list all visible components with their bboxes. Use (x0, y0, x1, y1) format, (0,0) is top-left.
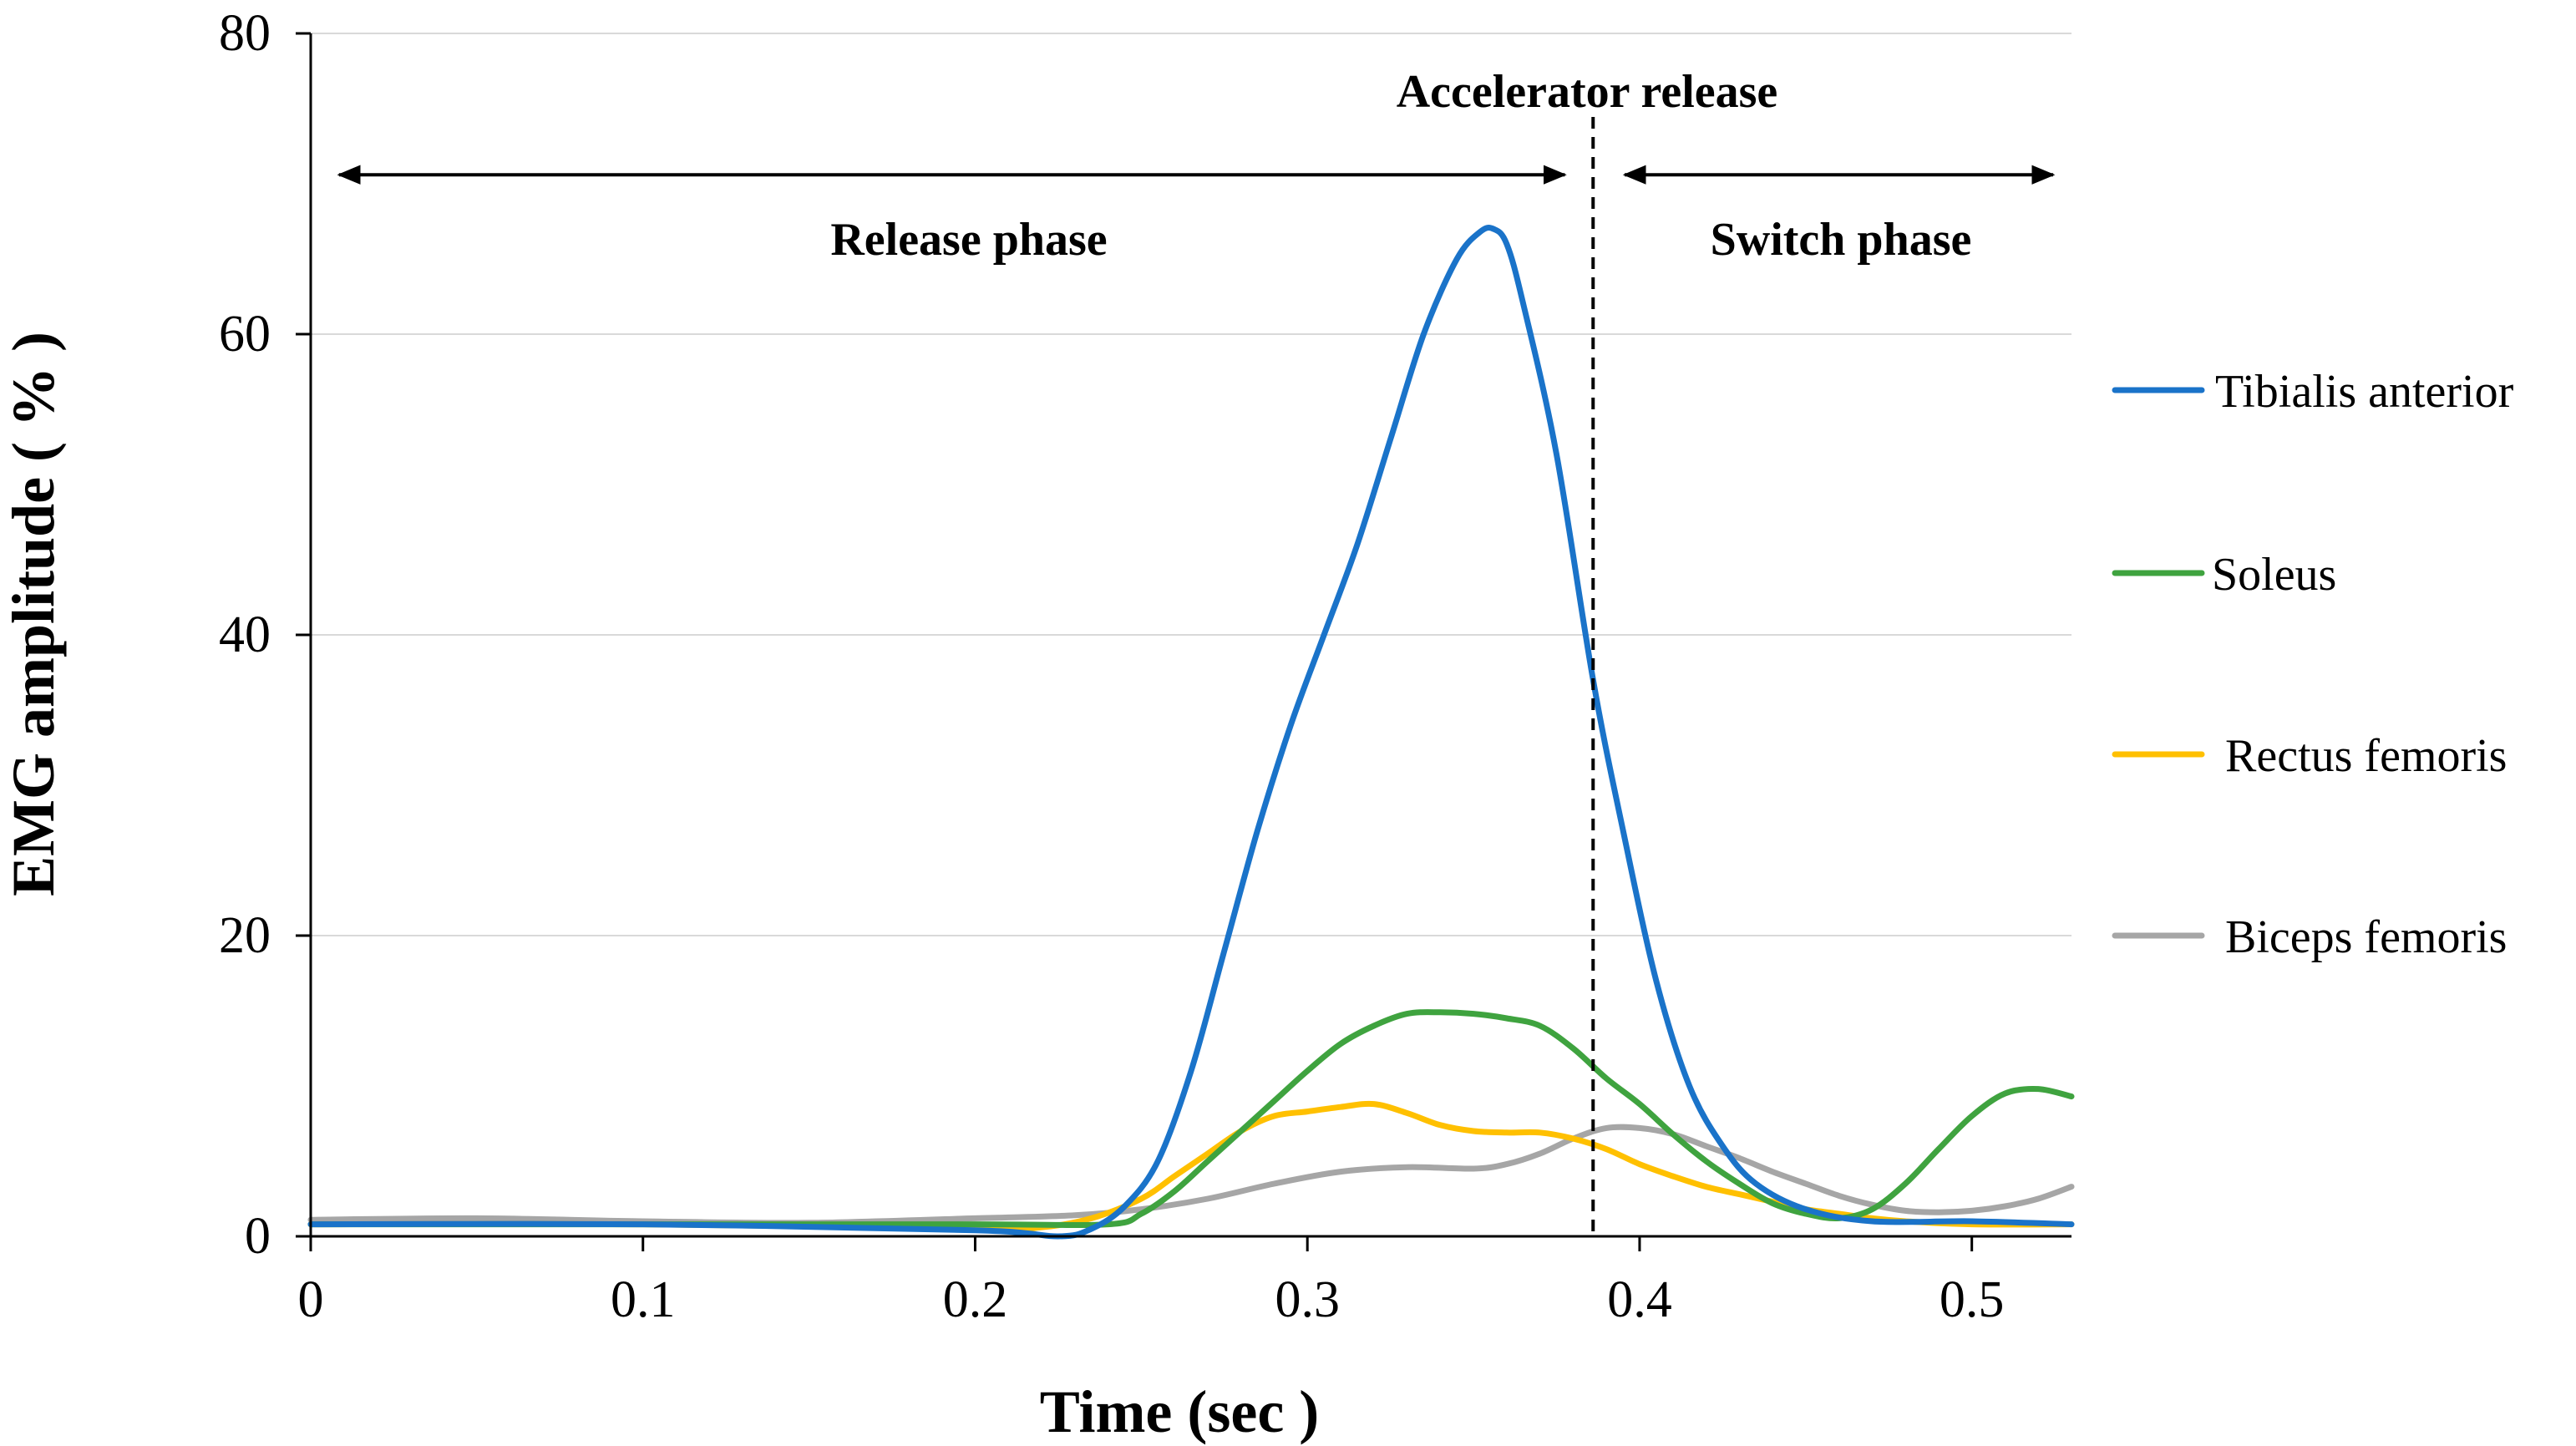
legend-label-tibialis-anterior: Tibialis anterior (2215, 366, 2514, 418)
accelerator-release-label: Accelerator release (1397, 66, 1778, 118)
x-tick-label: 0.4 (1607, 1271, 1672, 1328)
switch-phase-label: Switch phase (1711, 214, 1972, 266)
annotations: Accelerator release Release phase Switch… (337, 66, 2056, 1236)
x-tick-labels: 0 0.1 0.2 0.3 0.4 0.5 (298, 1271, 2005, 1328)
y-axis-title: EMG amplitude ( % ) (0, 332, 67, 896)
legend-label-rectus-femoris: Rectus femoris (2225, 730, 2507, 782)
y-tick-label: 0 (245, 1208, 271, 1265)
y-tick-label: 80 (219, 5, 271, 62)
legend-label-biceps-femoris: Biceps femoris (2225, 911, 2507, 963)
legend-label-soleus: Soleus (2212, 549, 2336, 601)
y-tick-label: 20 (219, 907, 271, 964)
release-phase-label: Release phase (830, 214, 1107, 266)
y-tick-label: 60 (219, 306, 271, 363)
x-tick-label: 0.3 (1275, 1271, 1340, 1328)
x-tick-label: 0.2 (943, 1271, 1008, 1328)
series-line-tibialis-anterior (307, 225, 2075, 1240)
series-layer (307, 225, 2075, 1240)
x-axis-title: Time (sec ) (1040, 1378, 1320, 1445)
legend: Tibialis anterior Soleus Rectus femoris Bic… (2112, 366, 2514, 963)
gridlines (311, 33, 2071, 936)
x-tick-label: 0 (298, 1271, 324, 1328)
series-line-soleus (307, 1009, 2075, 1229)
y-tick-label: 40 (219, 606, 271, 663)
x-tick-label: 0.1 (611, 1271, 676, 1328)
y-tick-labels: 0 20 40 60 80 (219, 5, 271, 1265)
axes (296, 32, 2071, 1251)
x-tick-label: 0.5 (1940, 1271, 2005, 1328)
